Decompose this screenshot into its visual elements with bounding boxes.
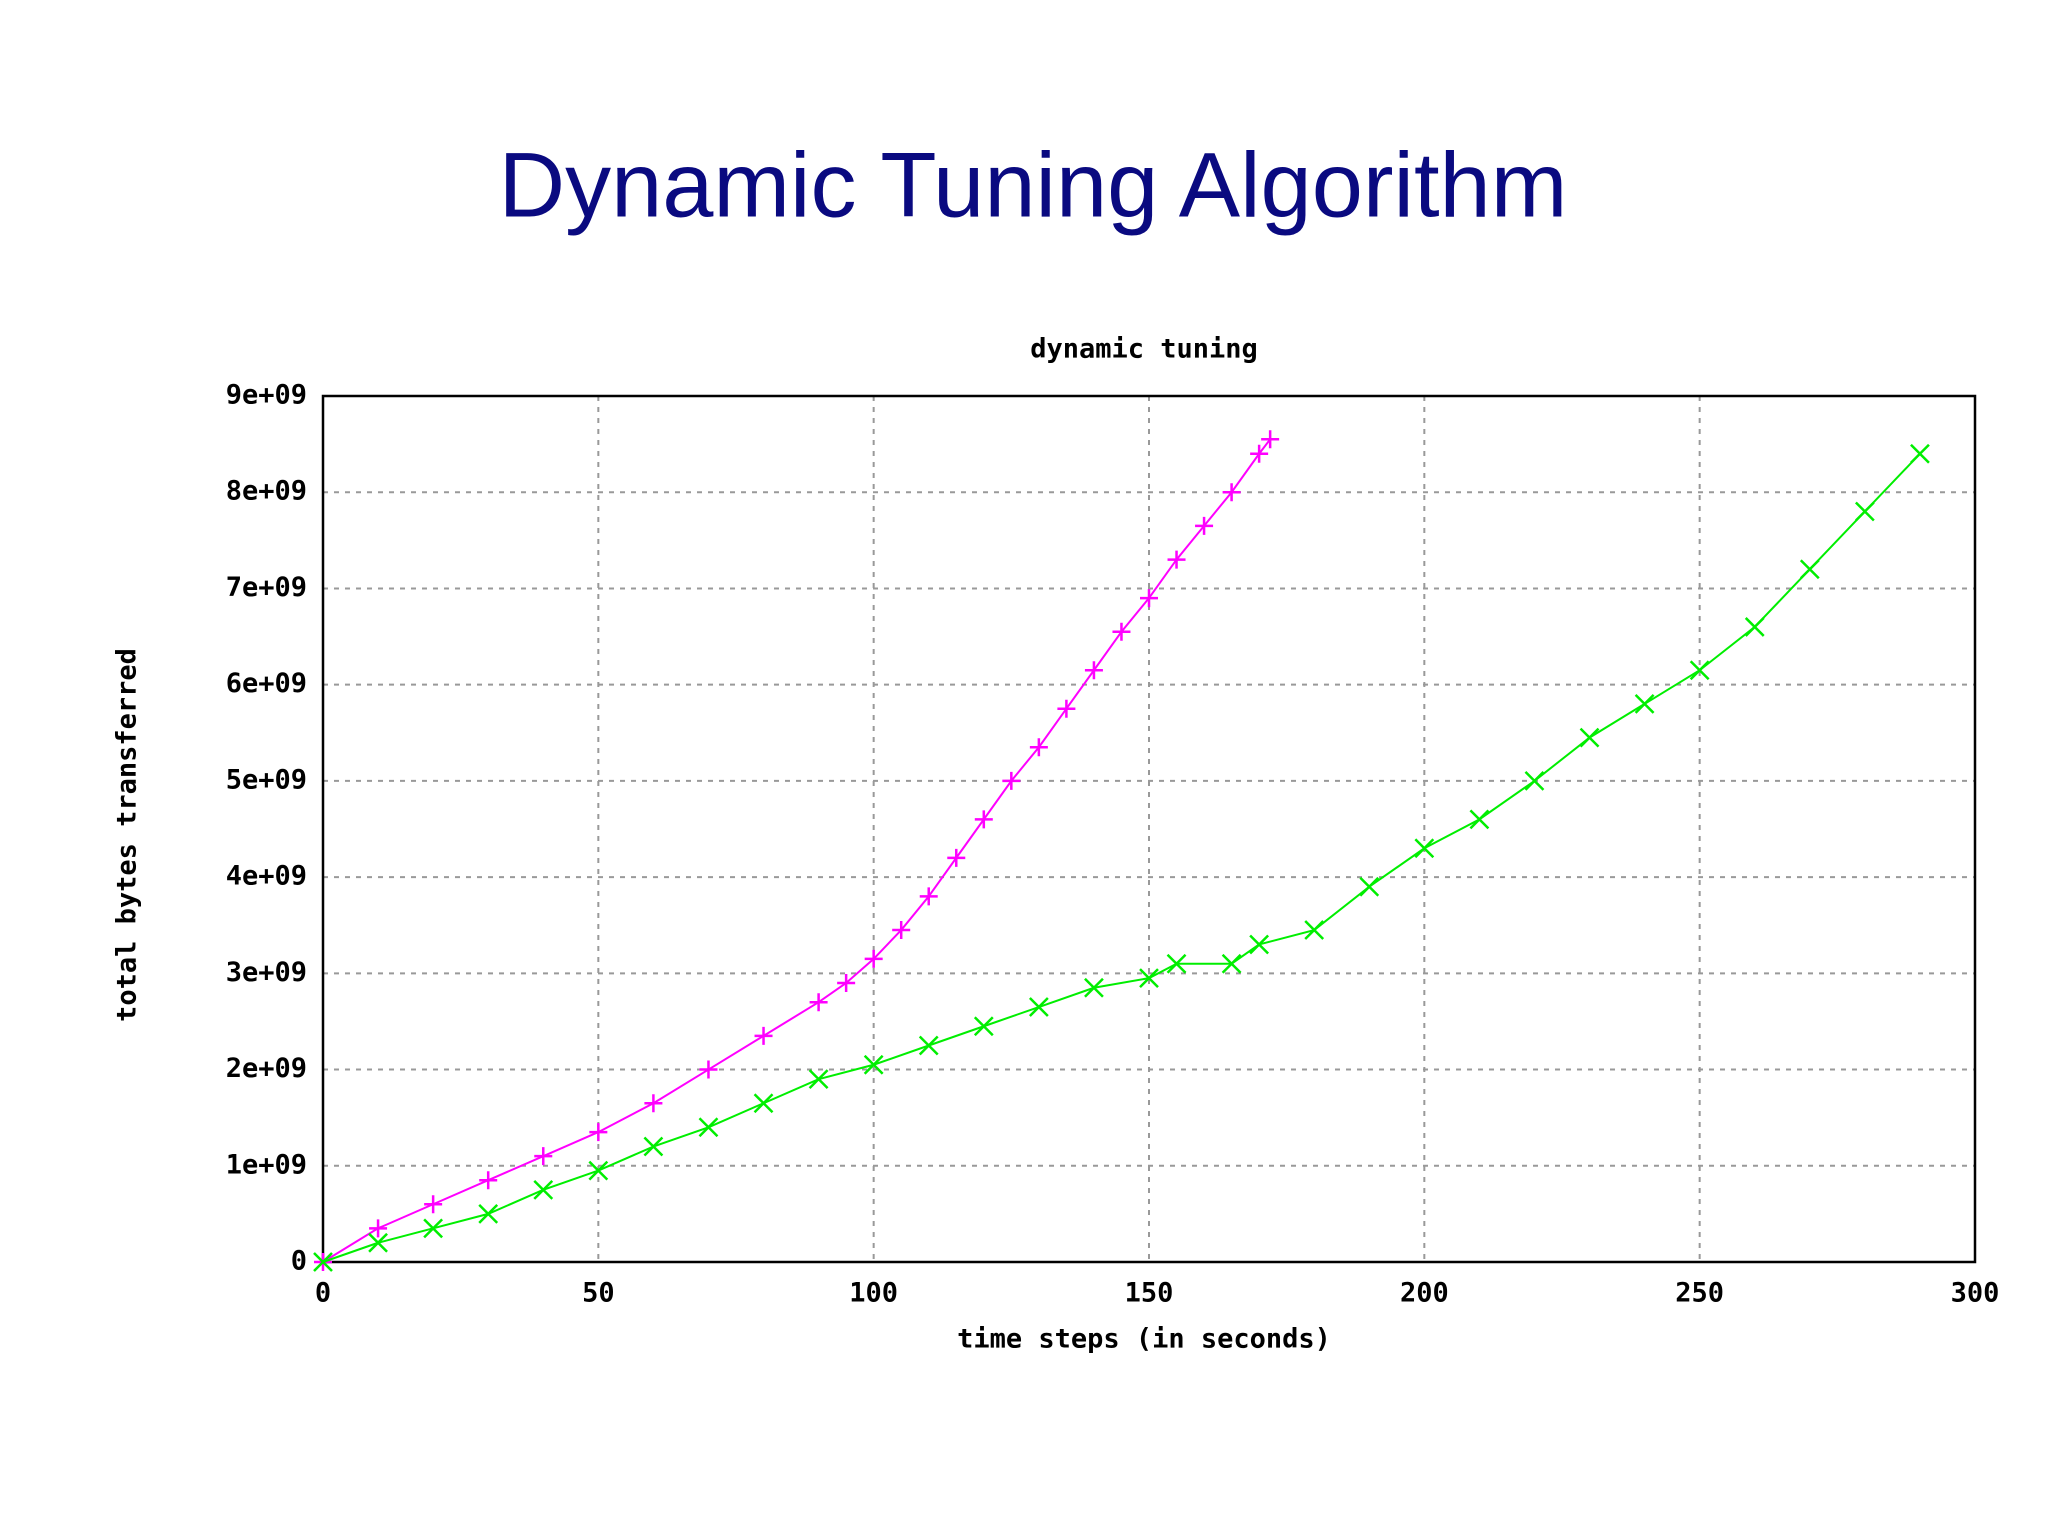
data-point [698, 1117, 719, 1138]
y-tick-label: 3e+09 [226, 957, 307, 988]
data-point [947, 848, 966, 867]
data-point [1029, 738, 1048, 757]
data-point [1166, 953, 1187, 974]
data-point [1221, 953, 1242, 974]
data-point [533, 1179, 554, 1200]
data-point [808, 1069, 829, 1090]
data-point [1002, 771, 1021, 790]
data-point [1057, 699, 1076, 718]
x-tick-label: 100 [849, 1278, 898, 1309]
data-point [1261, 430, 1280, 449]
data-point [1084, 661, 1103, 680]
y-tick-label: 2e+09 [226, 1053, 307, 1084]
data-point [1744, 617, 1765, 637]
data-point [1028, 997, 1049, 1017]
data-point [1167, 550, 1186, 569]
data-point [368, 1232, 388, 1253]
data-point [1250, 444, 1269, 463]
data-point [1579, 727, 1600, 748]
x-tick-label: 250 [1675, 1278, 1724, 1309]
data-point [837, 973, 856, 992]
data-point [918, 1035, 939, 1056]
data-point [313, 1252, 333, 1272]
y-tick-label: 6e+09 [226, 668, 307, 699]
plot-frame [321, 394, 1977, 1264]
data-point [1249, 934, 1270, 955]
data-point [1140, 589, 1158, 608]
data-point [892, 921, 911, 940]
x-tick-label: 300 [1951, 1278, 2000, 1309]
x-tick-label: 150 [1125, 1278, 1174, 1309]
x-axis-label: time steps (in seconds) [957, 1324, 1331, 1355]
data-point [754, 1026, 773, 1045]
data-point [644, 1094, 663, 1113]
data-point [753, 1093, 774, 1114]
y-tick-label: 8e+09 [226, 476, 307, 507]
data-point [643, 1136, 664, 1157]
data-point [919, 887, 938, 906]
y-tick-label: 0 [291, 1246, 307, 1277]
data-point [1304, 920, 1325, 940]
data-point [1524, 771, 1545, 791]
series-line [322, 453, 1921, 1263]
data-point [1222, 483, 1241, 502]
chart-title: dynamic tuning [1030, 334, 1258, 365]
y-tick-label: 9e+09 [226, 380, 307, 411]
data-point [423, 1218, 444, 1239]
data-point [1469, 809, 1490, 830]
data-point [809, 993, 828, 1012]
data-point [1084, 977, 1104, 998]
x-tick-label: 0 [315, 1278, 331, 1309]
data-point [864, 949, 883, 968]
data-point [369, 1219, 388, 1238]
data-point [863, 1054, 884, 1075]
data-point [1634, 694, 1655, 714]
data-point [424, 1195, 443, 1214]
data-point [1689, 660, 1710, 681]
y-tick-label: 1e+09 [226, 1149, 307, 1180]
x-tick-label: 50 [582, 1278, 615, 1309]
data-point [1854, 501, 1875, 522]
data-point [479, 1171, 498, 1190]
x-tick-label: 200 [1400, 1278, 1449, 1309]
data-point [699, 1060, 718, 1079]
y-tick-label: 7e+09 [226, 572, 307, 603]
slide-title: Dynamic Tuning Algorithm [499, 134, 1568, 236]
data-point [1910, 443, 1930, 464]
data-point [1799, 559, 1820, 580]
data-point [1414, 838, 1435, 859]
data-point [588, 1160, 609, 1181]
data-point [478, 1204, 499, 1224]
data-point [973, 1016, 994, 1037]
data-point [974, 810, 993, 829]
data-point [589, 1123, 608, 1142]
data-point [1112, 622, 1131, 641]
y-tick-label: 4e+09 [226, 861, 307, 892]
data-point [1195, 516, 1214, 535]
y-axis-label: total bytes transferred [112, 648, 143, 1022]
series-line [322, 438, 1271, 1263]
y-tick-label: 5e+09 [226, 764, 307, 795]
data-point [1139, 968, 1159, 989]
data-point [1359, 876, 1380, 897]
data-point [534, 1147, 553, 1166]
